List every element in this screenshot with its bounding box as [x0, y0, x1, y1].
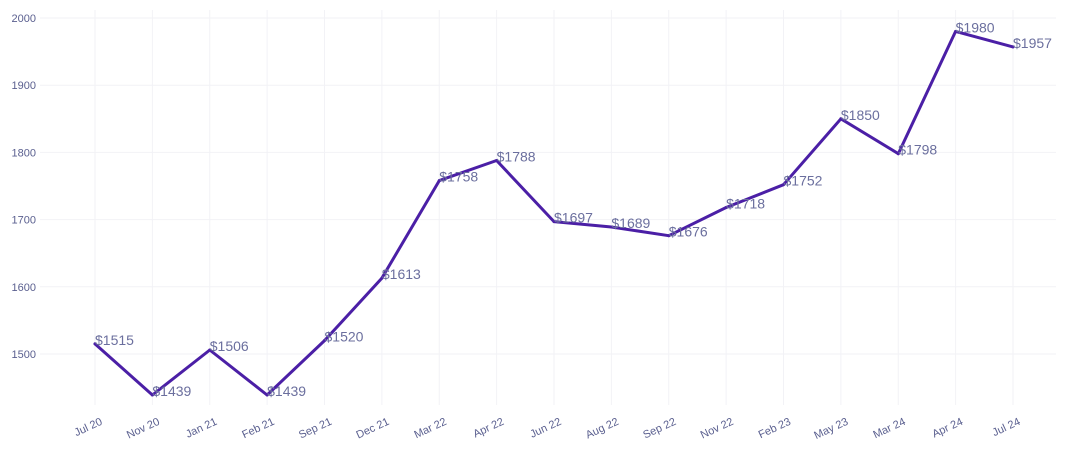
x-tick-label: Mar 22 [412, 416, 448, 441]
data-label: $1758 [439, 169, 478, 185]
x-tick-label: Jan 21 [184, 416, 219, 441]
data-label: $1689 [611, 215, 650, 231]
data-label: $1718 [726, 196, 765, 212]
y-tick-label: 2000 [12, 13, 36, 25]
data-label: $1439 [267, 383, 306, 399]
data-point [150, 393, 154, 397]
data-point [896, 152, 900, 156]
x-tick-label: Jul 20 [73, 416, 105, 439]
data-label: $1697 [554, 210, 593, 226]
data-label: $1515 [95, 332, 134, 348]
data-point [495, 158, 499, 162]
y-tick-label: 1800 [12, 147, 36, 159]
data-point [667, 234, 671, 238]
data-point [380, 276, 384, 280]
data-point [609, 225, 613, 229]
x-tick-label: Jul 24 [991, 416, 1023, 439]
x-tick-label: Nov 20 [125, 416, 162, 442]
x-tick-label: Sep 21 [297, 416, 334, 442]
data-label: $1957 [1013, 35, 1052, 51]
grid-layer [40, 10, 1056, 405]
data-label: $1506 [210, 338, 249, 354]
x-tick-label: Apr 24 [930, 416, 964, 441]
y-tick-label: 1900 [12, 80, 36, 92]
y-tick-label: 1600 [12, 282, 36, 294]
data-point [954, 29, 958, 33]
data-point [552, 220, 556, 224]
x-axis: Jul 20 Nov 20 Jan 21 Feb 21 Sep 21 Dec 21 Mar … [73, 416, 1023, 442]
series-layer [93, 29, 1015, 397]
data-label: $1520 [325, 329, 364, 345]
data-point [323, 339, 326, 343]
x-tick-label: Jun 22 [528, 416, 563, 441]
data-point [839, 117, 843, 121]
data-point [208, 348, 212, 352]
data-point [724, 206, 728, 210]
data-point [782, 183, 785, 187]
x-tick-label: Sep 22 [641, 416, 678, 442]
data-point [1011, 45, 1015, 49]
y-axis: 1500 1600 1700 1800 1900 2000 [12, 13, 36, 361]
data-point [437, 179, 441, 183]
x-tick-label: May 23 [812, 416, 850, 442]
data-label: $1980 [956, 19, 995, 35]
data-label: $1788 [497, 148, 536, 164]
data-label: $1676 [669, 224, 708, 240]
x-tick-label: Feb 21 [240, 416, 276, 441]
x-tick-label: Mar 24 [871, 416, 907, 441]
x-tick-label: Aug 22 [584, 416, 621, 442]
data-label: $1850 [841, 107, 880, 123]
data-label: $1798 [898, 142, 937, 158]
data-label: $1439 [152, 383, 191, 399]
data-point [265, 393, 269, 397]
data-label: $1752 [784, 173, 823, 189]
y-tick-label: 1500 [12, 349, 36, 361]
data-labels: $1515 $1439 $1506 $1439 $1520 $1613 $1758 $1788… [95, 19, 1052, 399]
data-point [93, 342, 97, 346]
y-tick-label: 1700 [12, 215, 36, 227]
x-tick-label: Nov 22 [699, 416, 736, 442]
x-tick-label: Apr 22 [471, 416, 505, 441]
data-label: $1613 [382, 266, 421, 282]
x-tick-label: Feb 23 [757, 416, 793, 441]
x-tick-label: Dec 21 [354, 416, 391, 442]
